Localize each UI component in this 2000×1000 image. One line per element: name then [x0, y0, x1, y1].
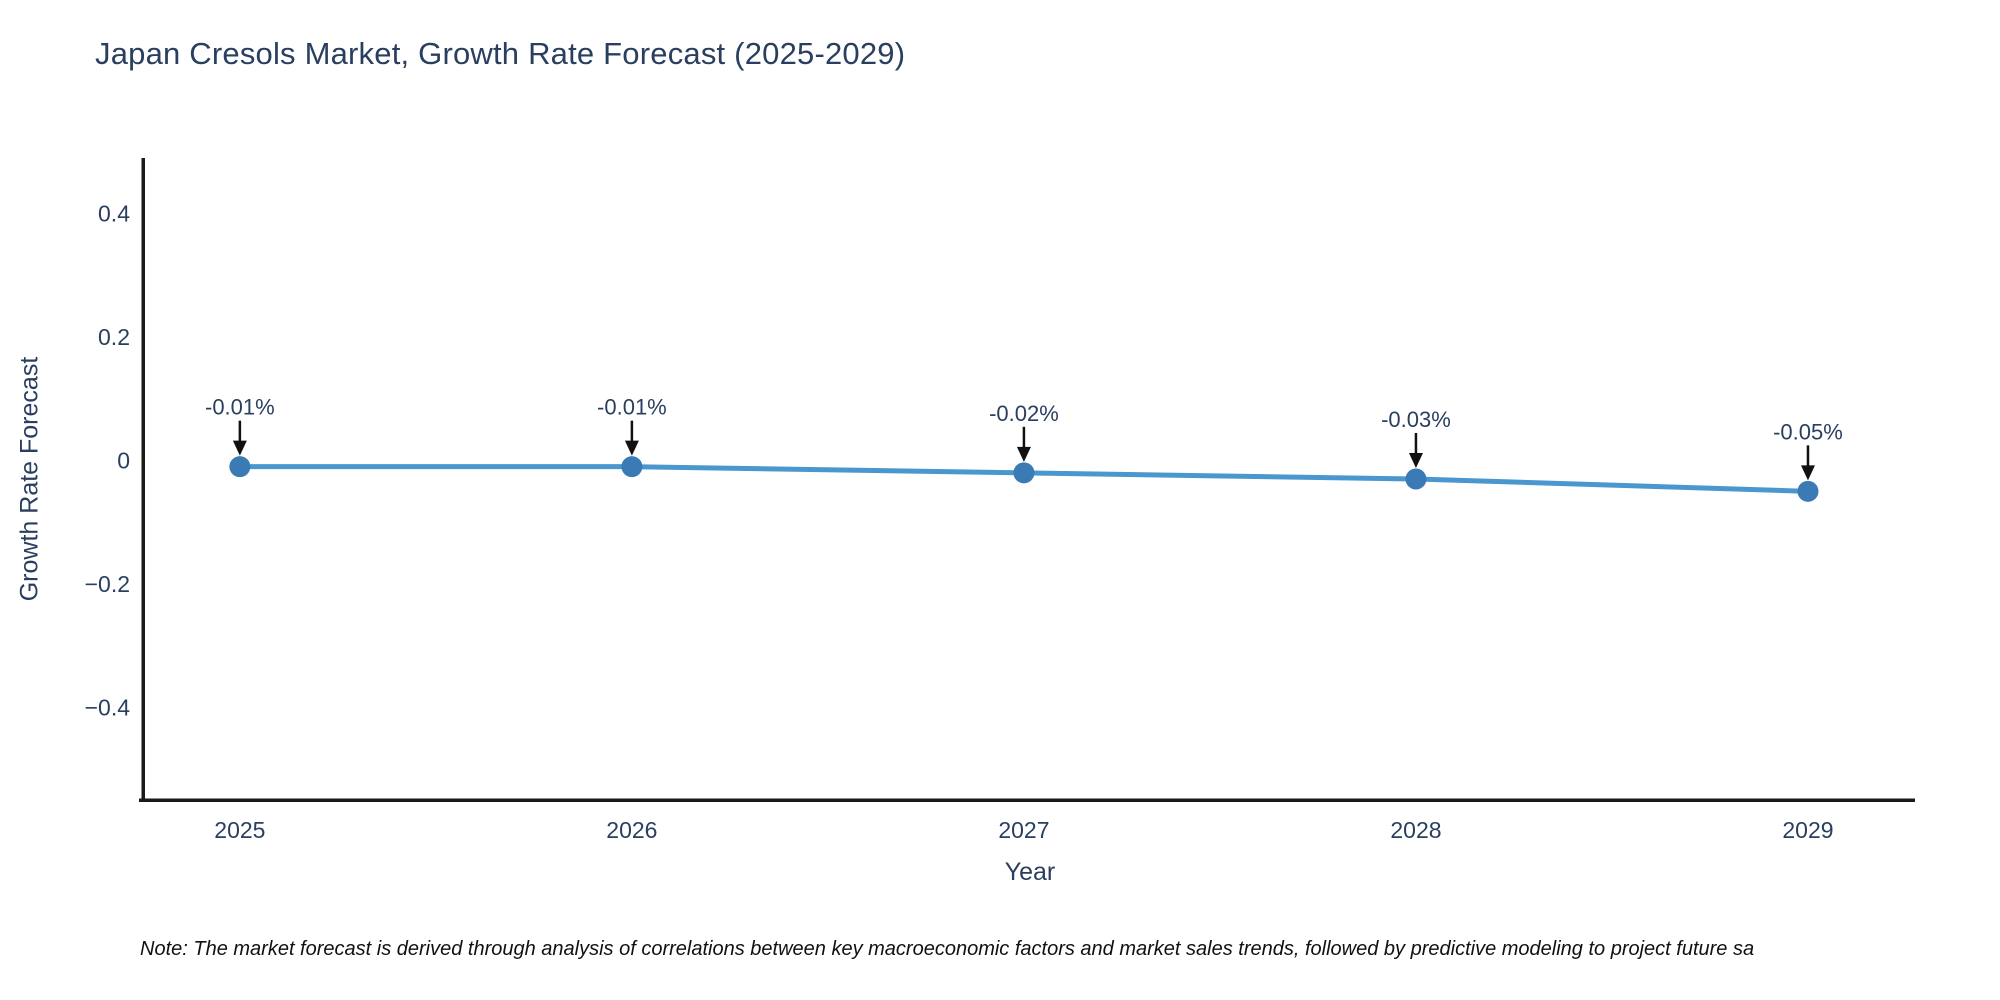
x-tick-label: 2026 — [606, 817, 657, 843]
x-tick-label: 2027 — [998, 817, 1049, 843]
data-point-label: -0.01% — [205, 395, 275, 420]
annotation-arrow-head — [232, 440, 247, 456]
data-point-label: -0.01% — [597, 395, 667, 420]
y-axis-line — [141, 158, 145, 802]
y-tick-label: −0.4 — [85, 694, 131, 720]
data-point-marker — [1013, 462, 1035, 484]
data-point-label: -0.05% — [1773, 419, 1843, 444]
x-axis-line — [139, 798, 1915, 802]
x-tick-label: 2029 — [1782, 817, 1833, 843]
y-tick-label: 0.2 — [98, 324, 130, 350]
x-axis-title: Year — [1004, 858, 1056, 886]
y-tick-label: 0.4 — [98, 201, 130, 227]
data-point-marker — [1797, 480, 1819, 502]
x-tick-label: 2028 — [1390, 817, 1441, 843]
data-point-marker — [621, 456, 643, 478]
annotation-arrow-head — [1800, 465, 1815, 481]
x-tick-label: 2025 — [214, 817, 265, 843]
footnote: Note: The market forecast is derived thr… — [140, 938, 1755, 960]
data-point-marker — [1405, 468, 1427, 490]
y-tick-label: −0.2 — [85, 571, 130, 597]
data-point-label: -0.03% — [1381, 407, 1451, 432]
data-point-marker — [229, 456, 251, 478]
annotation-arrow-head — [1408, 453, 1423, 468]
y-tick-label: 0 — [117, 447, 130, 473]
data-point-label: -0.02% — [989, 401, 1059, 426]
chart-title: Japan Cresols Market, Growth Rate Foreca… — [95, 36, 906, 71]
annotation-arrow-head — [1016, 446, 1031, 462]
annotation-arrow-head — [624, 440, 639, 456]
